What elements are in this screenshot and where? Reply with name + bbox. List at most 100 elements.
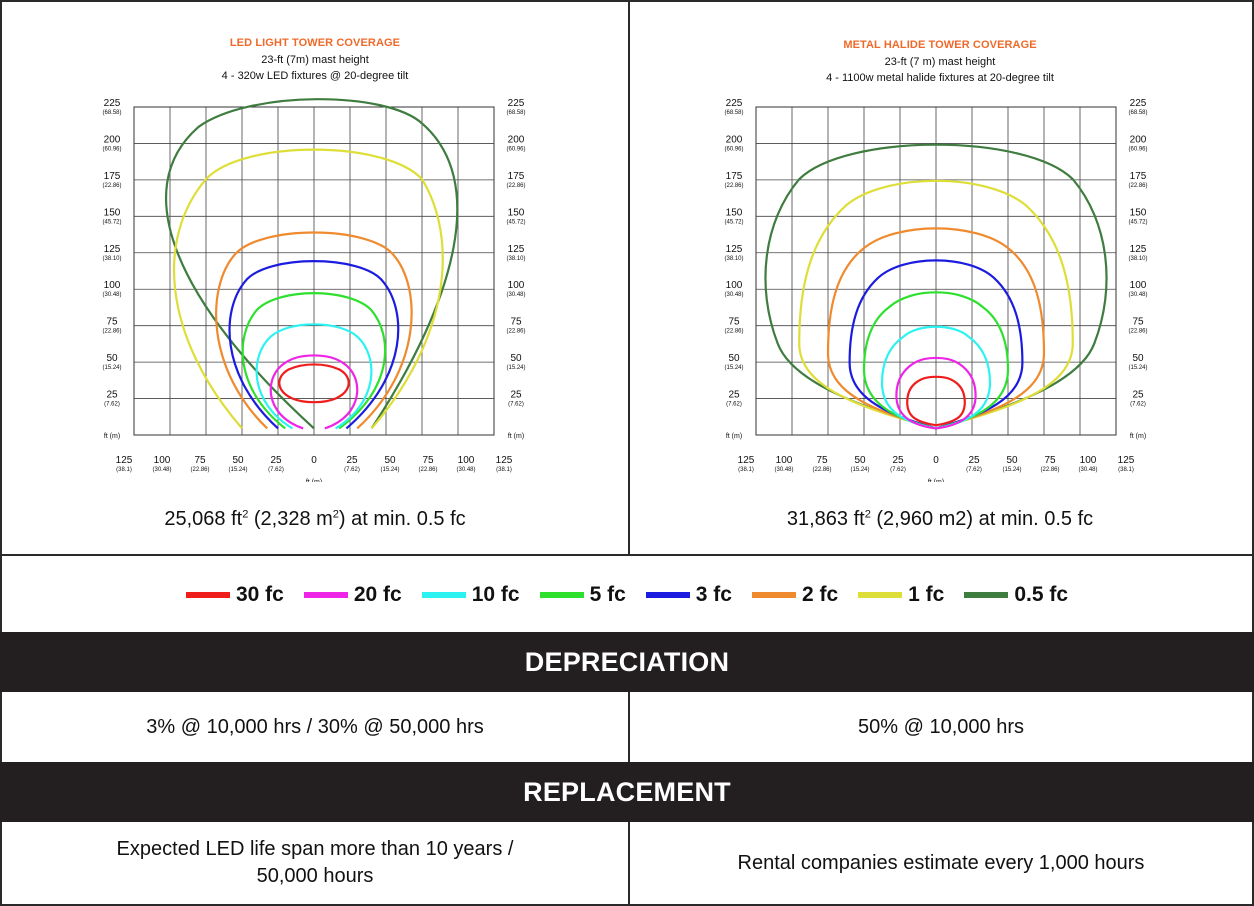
mh-coverage-chart: 225(68.58)225(68.58)200(60.96)200(60.96)…: [628, 2, 1254, 482]
mh-xtick-m: (38.1): [738, 467, 754, 473]
mh-ytick-left: 200: [726, 134, 743, 145]
led-ytick-right-m: (30.48): [506, 292, 525, 298]
mh-xunit: ft (m): [928, 479, 944, 482]
mh-coverage-area: 31,863 ft2 (2,960 m2) at min. 0.5 fc: [628, 508, 1252, 531]
legend-swatch: [964, 592, 1008, 598]
led-xtick: 100: [154, 455, 171, 466]
led-ytick-right-m: (22.86): [506, 183, 525, 189]
led-xtick: 50: [384, 455, 396, 466]
led-ytick-left-m: (38.10): [102, 256, 121, 262]
led-xtick-m: (7.62): [268, 467, 284, 473]
legend-item-5fc: 5 fc: [540, 583, 626, 607]
mh-ytick-right: 150: [1130, 207, 1147, 218]
legend-label: 30 fc: [236, 583, 284, 607]
led-replacement: Expected LED life span more than 10 year…: [0, 822, 630, 906]
mh-ytick-right-m: (30.48): [1128, 292, 1147, 298]
legend-label: 2 fc: [802, 583, 838, 607]
led-xunit: ft (m): [306, 479, 322, 482]
metal-halide-coverage-panel: METAL HALIDE TOWER COVERAGE 23-ft (7 m) …: [628, 0, 1254, 554]
led-ytick-left-m: (60.96): [102, 146, 121, 152]
led-ytick-right: 125: [508, 244, 525, 255]
mh-ytick-right: 175: [1130, 171, 1147, 182]
led-ytick-right: 175: [508, 171, 525, 182]
led-ytick-right-m: (22.86): [506, 329, 525, 335]
legend-label: 3 fc: [696, 583, 732, 607]
led-xtick: 125: [116, 455, 133, 466]
led-ytick-left: 50: [106, 353, 118, 364]
led-ytick-left: 125: [104, 244, 121, 255]
legend-label: 10 fc: [472, 583, 520, 607]
led-coverage-area: 25,068 ft2 (2,328 m2) at min. 0.5 fc: [2, 508, 628, 531]
mh-xtick-m: (38.1): [1118, 467, 1134, 473]
led-ytick-left-m: (68.58): [102, 110, 121, 116]
legend-swatch: [422, 592, 466, 598]
led-xtick-m: (22.86): [190, 467, 209, 473]
mh-ytick-left: 25: [728, 390, 740, 401]
led-replacement-line2: 50,000 hours: [257, 863, 374, 890]
mh-xtick: 50: [1006, 455, 1018, 466]
mh-xtick: 50: [854, 455, 866, 466]
led-xtick-m: (30.48): [152, 467, 171, 473]
led-xtick-m: (30.48): [456, 467, 475, 473]
led-ytick-left-m: (22.86): [102, 329, 121, 335]
mh-ytick-right-m: (45.72): [1128, 219, 1147, 225]
mh-xtick-m: (7.62): [890, 467, 906, 473]
mh-yunit-left: ft (m): [726, 433, 742, 440]
led-depreciation: 3% @ 10,000 hrs / 30% @ 50,000 hrs: [0, 692, 630, 762]
legend-swatch: [646, 592, 690, 598]
led-ytick-right: 25: [510, 390, 522, 401]
mh-xtick-m: (30.48): [774, 467, 793, 473]
legend-row: 30 fc 20 fc 10 fc 5 fc 3 fc 2 fc 1 fc 0.5 fc: [0, 554, 1254, 632]
legend-swatch: [540, 592, 584, 598]
mh-xtick: 100: [1080, 455, 1097, 466]
legend: 30 fc 20 fc 10 fc 5 fc 3 fc 2 fc 1 fc 0.5 fc: [2, 556, 1252, 634]
mh-xtick: 75: [816, 455, 828, 466]
led-xtick-m: (15.24): [380, 467, 399, 473]
mh-ytick-right-m: (38.10): [1128, 256, 1147, 262]
mh-xtick: 25: [968, 455, 980, 466]
mh-ytick-left: 175: [726, 171, 743, 182]
mh-ytick-left-m: (45.72): [724, 219, 743, 225]
led-grid: [134, 107, 494, 435]
legend-label: 0.5 fc: [1014, 583, 1068, 607]
mh-ytick-left: 125: [726, 244, 743, 255]
mh-ytick-left-m: (15.24): [724, 365, 743, 371]
mh-xtick: 125: [1118, 455, 1135, 466]
led-xtick: 0: [311, 455, 317, 466]
led-ytick-right: 225: [508, 98, 525, 109]
led-yunit-right: ft (m): [508, 433, 524, 440]
mh-ytick-left-m: (38.10): [724, 256, 743, 262]
led-ytick-left: 25: [106, 390, 118, 401]
led-ytick-right: 150: [508, 207, 525, 218]
mh-ytick-left-m: (7.62): [726, 402, 742, 408]
legend-item-30fc: 30 fc: [186, 583, 284, 607]
mh-ytick-right: 25: [1132, 390, 1144, 401]
legend-item-10fc: 10 fc: [422, 583, 520, 607]
mh-xtick-m: (15.24): [1002, 467, 1021, 473]
led-ytick-left: 200: [104, 134, 121, 145]
led-ytick-left-m: (30.48): [102, 292, 121, 298]
legend-label: 20 fc: [354, 583, 402, 607]
legend-item-1fc: 1 fc: [858, 583, 944, 607]
led-xtick: 25: [270, 455, 282, 466]
mh-ytick-right: 100: [1130, 280, 1147, 291]
mh-replacement: Rental companies estimate every 1,000 ho…: [630, 822, 1254, 906]
led-ytick-right-m: (15.24): [506, 365, 525, 371]
mh-ytick-right-m: (22.86): [1128, 183, 1147, 189]
led-xtick: 100: [458, 455, 475, 466]
mh-xtick: 0: [933, 455, 939, 466]
legend-label: 5 fc: [590, 583, 626, 607]
legend-item-0_5fc: 0.5 fc: [964, 583, 1068, 607]
mh-ytick-left-m: (22.86): [724, 183, 743, 189]
led-ytick-right: 200: [508, 134, 525, 145]
led-ytick-left: 100: [104, 280, 121, 291]
mh-grid: [756, 107, 1116, 435]
led-xtick: 25: [346, 455, 358, 466]
mh-ytick-right: 200: [1130, 134, 1147, 145]
legend-label: 1 fc: [908, 583, 944, 607]
led-xtick: 50: [232, 455, 244, 466]
mh-xtick-m: (22.86): [1040, 467, 1059, 473]
legend-swatch: [186, 592, 230, 598]
led-yunit-left: ft (m): [104, 433, 120, 440]
mh-ytick-left-m: (30.48): [724, 292, 743, 298]
